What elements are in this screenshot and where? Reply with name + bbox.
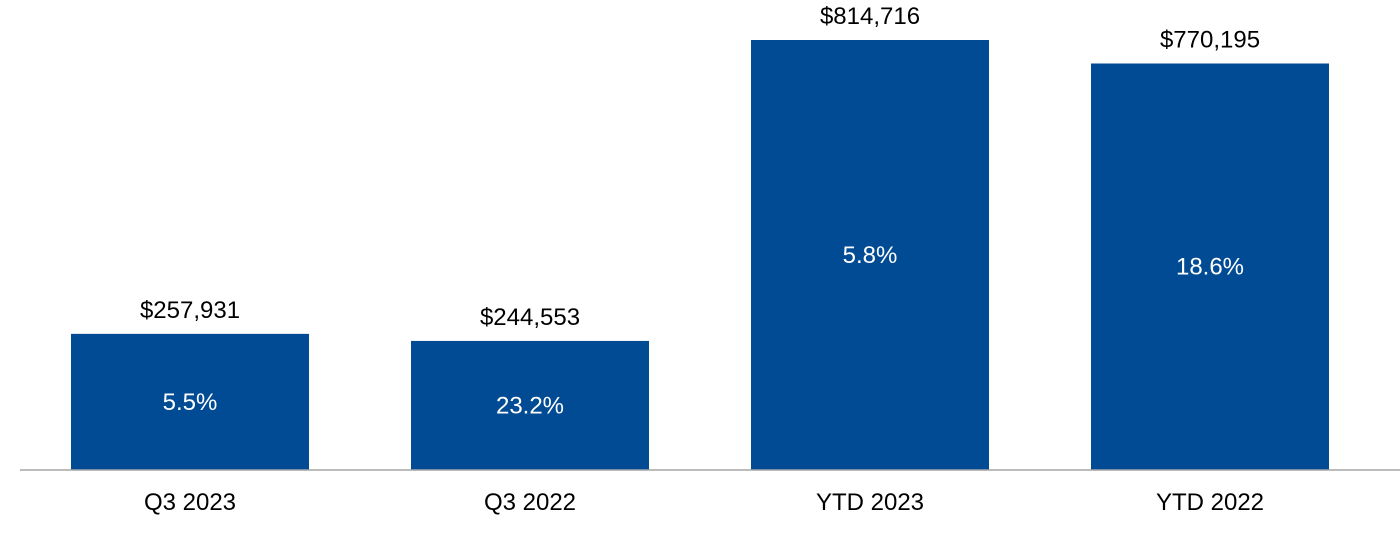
x-tick-label-2: YTD 2023 — [816, 489, 924, 516]
bar-1 — [411, 340, 649, 470]
bar-inner-label-1: 23.2% — [496, 392, 564, 419]
bar-value-label-1: $244,553 — [480, 304, 580, 331]
labels-layer: $257,931 5.5% Q3 2023 $244,553 23.2% Q3 2022 $… — [140, 3, 1264, 516]
bar-2 — [751, 40, 989, 470]
bar-3 — [1091, 63, 1329, 470]
bar-value-label-0: $257,931 — [140, 297, 240, 324]
bars-layer — [71, 40, 1329, 470]
bar-value-label-3: $770,195 — [1160, 26, 1260, 53]
x-tick-label-0: Q3 2023 — [144, 489, 236, 516]
x-tick-label-1: Q3 2022 — [484, 489, 576, 516]
bar-inner-label-0: 5.5% — [163, 389, 218, 416]
bar-inner-label-3: 18.6% — [1176, 254, 1244, 281]
bar-inner-label-2: 5.8% — [843, 242, 898, 269]
x-tick-label-3: YTD 2022 — [1156, 489, 1264, 516]
bar-value-label-2: $814,716 — [820, 3, 920, 30]
bar-0 — [71, 333, 309, 470]
